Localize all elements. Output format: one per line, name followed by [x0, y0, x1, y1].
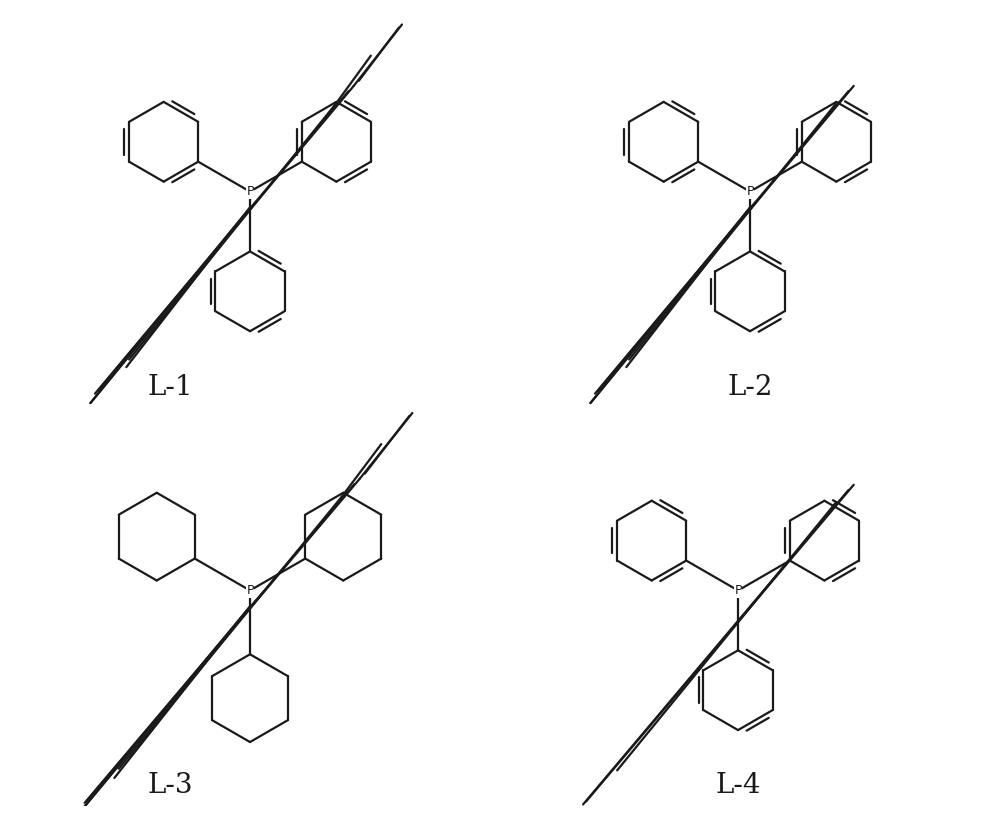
Text: L-1: L-1 [147, 374, 193, 400]
Text: P: P [734, 584, 742, 597]
Text: L-4: L-4 [715, 772, 761, 799]
Text: L-3: L-3 [147, 772, 193, 799]
Text: L-2: L-2 [727, 374, 773, 400]
Text: P: P [746, 185, 754, 198]
Text: P: P [246, 584, 254, 597]
Text: P: P [246, 185, 254, 198]
